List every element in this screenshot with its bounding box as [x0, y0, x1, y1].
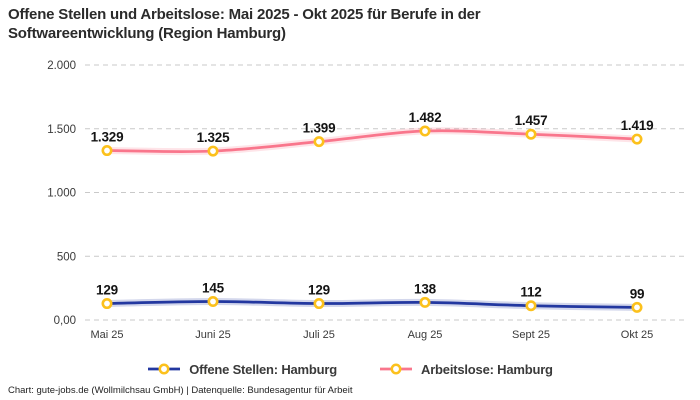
data-point-label: 129	[96, 283, 118, 298]
data-point-marker	[525, 300, 537, 312]
legend-item: Arbeitslose: Hamburg	[379, 362, 553, 377]
y-axis-tick-label: 1.500	[47, 124, 76, 136]
series-line-halo	[103, 127, 641, 156]
data-point-label: 1.399	[303, 121, 336, 136]
x-axis-tick-label: Mai 25	[90, 329, 123, 341]
data-point-marker	[525, 128, 537, 140]
data-point-marker	[631, 133, 643, 145]
data-point-label: 1.457	[515, 113, 548, 128]
x-axis-tick-label: Aug 25	[408, 329, 443, 341]
data-point-label: 99	[630, 286, 645, 301]
y-axis-tick-label: 2.000	[47, 60, 76, 72]
legend-marker-icon	[390, 363, 402, 375]
data-point-label: 1.419	[621, 118, 654, 133]
data-point-label: 145	[202, 281, 225, 296]
legend-label: Offene Stellen: Hamburg	[189, 361, 337, 377]
chart-legend: Offene Stellen: Hamburg Arbeitslose: Hamb…	[0, 358, 700, 380]
data-point-label: 129	[308, 283, 330, 298]
data-point-marker	[101, 145, 113, 157]
data-point-label: 138	[414, 281, 437, 296]
legend-marker-icon	[158, 363, 170, 375]
line-chart: 0,00 500 1.000 1.500 2.000 Mai 25 Juni 25 Juli …	[47, 60, 684, 341]
data-point-marker	[207, 145, 219, 157]
y-axis-tick-label: 0,00	[54, 315, 76, 327]
x-axis-tick-label: Okt 25	[621, 329, 653, 341]
data-point-marker	[313, 136, 325, 148]
y-axis-tick-label: 1.000	[47, 188, 76, 200]
data-point-label: 1.329	[91, 130, 124, 145]
chart-footer: Chart: gute-jobs.de (Wollmilchsau GmbH) …	[8, 385, 353, 396]
data-point-marker	[419, 296, 431, 308]
data-point-label: 1.482	[409, 110, 442, 125]
legend-label: Arbeitslose: Hamburg	[421, 361, 553, 377]
legend-item: Offene Stellen: Hamburg	[147, 362, 337, 377]
data-point-marker	[207, 296, 219, 308]
y-axis-tick-label: 500	[57, 251, 76, 263]
data-point-marker	[101, 298, 113, 310]
data-point-label: 112	[520, 285, 541, 300]
data-point-label: 1.325	[197, 130, 230, 145]
chart-title: Offene Stellen und Arbeitslose: Mai 2025…	[8, 6, 481, 43]
data-point-marker	[313, 298, 325, 310]
data-point-marker	[631, 301, 643, 313]
data-point-marker	[419, 125, 431, 137]
legend-line-marker-icon	[148, 363, 181, 375]
x-axis-tick-label: Sept 25	[512, 329, 550, 341]
x-axis-tick-label: Juli 25	[303, 329, 335, 341]
series-line	[105, 300, 639, 309]
x-axis-tick-label: Juni 25	[195, 329, 230, 341]
legend-line-marker-icon	[380, 363, 412, 375]
series-line	[105, 129, 639, 154]
